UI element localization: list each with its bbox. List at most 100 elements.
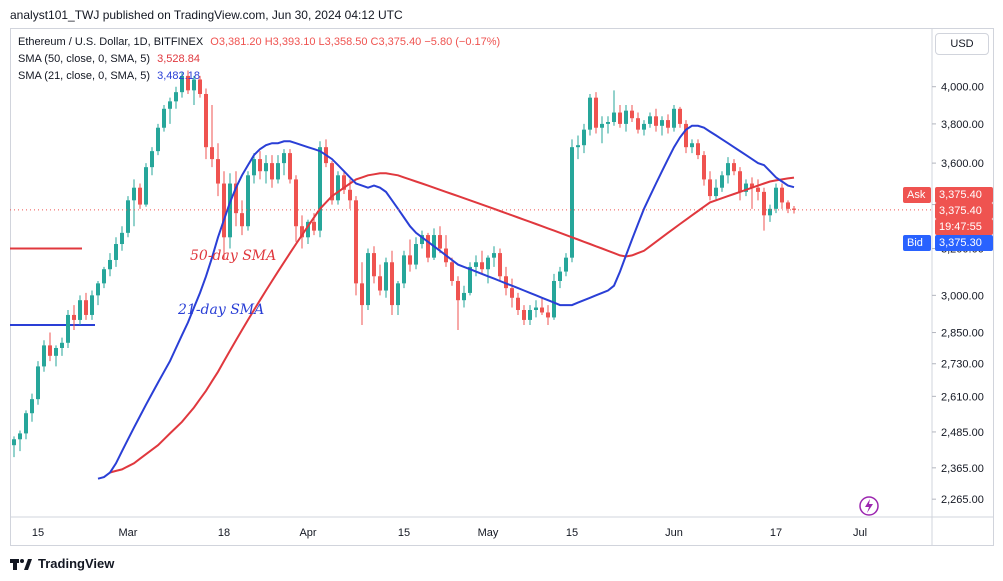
candle-body	[258, 159, 262, 171]
candle-body	[240, 213, 244, 226]
candle-body	[684, 124, 688, 147]
candle-body	[12, 439, 16, 445]
candle-body	[426, 235, 430, 258]
candle-body	[576, 145, 580, 147]
candle-body	[84, 300, 88, 315]
lightning-bolt-icon	[865, 499, 873, 513]
legend-sma50-value: 3,528.84	[157, 53, 200, 65]
candle-body	[150, 151, 154, 167]
candle-body	[522, 310, 526, 320]
ask-price: 3,375.40	[935, 187, 993, 203]
candle-body	[516, 298, 520, 310]
candle-body	[396, 283, 400, 305]
candle-body	[786, 202, 790, 208]
candle-body	[480, 262, 484, 269]
x-tick-label: 17	[770, 527, 782, 539]
x-tick-label: 18	[218, 527, 230, 539]
candle-body	[624, 111, 628, 124]
candle-body	[720, 175, 724, 187]
candle-body	[456, 281, 460, 300]
x-tick-label: 15	[398, 527, 410, 539]
candle-body	[312, 222, 316, 231]
candle-body	[726, 163, 730, 175]
candle-body	[66, 315, 70, 343]
candle-body	[438, 235, 442, 248]
currency-button[interactable]: USD	[935, 33, 989, 55]
candle-body	[564, 258, 568, 272]
candle-body	[138, 188, 142, 205]
candle-body	[288, 153, 292, 179]
candle-body	[54, 348, 58, 356]
candle-body	[36, 366, 40, 399]
candle-body	[174, 92, 178, 101]
candle-body	[690, 143, 694, 147]
candle-body	[144, 167, 148, 204]
candle-body	[390, 262, 394, 305]
candle-body	[96, 283, 100, 295]
candle-body	[486, 258, 490, 270]
candle-body	[552, 281, 556, 317]
candle-body	[18, 433, 22, 439]
legend-symbol-row: Ethereum / U.S. Dollar, 1D, BITFINEX O3,…	[18, 36, 500, 48]
candle-body	[270, 163, 274, 179]
candle-body	[780, 188, 784, 203]
x-tick-label: Jun	[665, 527, 683, 539]
sma50-annotation: 50-day SMA	[190, 248, 276, 264]
candle-body	[378, 276, 382, 290]
candle-body	[666, 120, 670, 128]
candle-body	[132, 188, 136, 201]
candle-body	[732, 163, 736, 171]
y-tick-label: 2,730.00	[941, 359, 984, 371]
candle-body	[678, 109, 682, 124]
legend-ohlc: O3,381.20 H3,393.10 L3,358.50 C3,375.40 …	[210, 36, 500, 48]
candle-body	[348, 190, 352, 201]
candle-body	[462, 293, 466, 300]
legend-sma21-label: SMA (21, close, 0, SMA, 5)	[18, 70, 150, 82]
y-tick-label: 2,265.00	[941, 494, 984, 506]
x-tick-label: 15	[32, 527, 44, 539]
candle-body	[102, 269, 106, 283]
candle-body	[336, 175, 340, 200]
x-tick-label: May	[478, 527, 499, 539]
candle-body	[60, 343, 64, 348]
candle-body	[492, 253, 496, 258]
candle-body	[294, 179, 298, 226]
sma21-annotation: 21-day SMA	[178, 302, 264, 318]
candle-body	[72, 315, 76, 320]
legend-sma21-value: 3,482.18	[157, 70, 200, 82]
candle-body	[156, 128, 160, 151]
x-tick-label: Jul	[853, 527, 867, 539]
candle-body	[408, 255, 412, 264]
candle-body	[384, 262, 388, 290]
candle-body	[630, 111, 634, 119]
candle-body	[318, 147, 322, 230]
candle-body	[42, 345, 46, 366]
candle-body	[252, 159, 256, 175]
last-price: 3,375.40	[935, 203, 993, 219]
ask-tag: Ask	[903, 187, 931, 203]
candle-body	[354, 200, 358, 283]
bid-tag: Bid	[903, 235, 931, 251]
candle-body	[588, 98, 592, 130]
candle-body	[540, 308, 544, 313]
candle-body	[762, 192, 766, 215]
candle-body	[528, 310, 532, 320]
y-tick-label: 2,485.00	[941, 427, 984, 439]
candle-body	[738, 171, 742, 192]
candle-body	[78, 300, 82, 320]
bar-countdown: 19:47:55	[935, 219, 993, 235]
legend-sma21-row: SMA (21, close, 0, SMA, 5) 3,482.18	[18, 70, 200, 82]
candle-body	[510, 288, 514, 298]
y-tick-label: 2,365.00	[941, 463, 984, 475]
legend-symbol: Ethereum / U.S. Dollar, 1D, BITFINEX	[18, 36, 203, 48]
candle-body	[618, 113, 622, 124]
footer-brand[interactable]: TradingView	[10, 556, 114, 571]
candle-body	[366, 253, 370, 305]
y-tick-label: 4,000.00	[941, 82, 984, 94]
bid-price: 3,375.30	[935, 235, 993, 251]
candle-body	[216, 159, 220, 183]
candle-body	[696, 143, 700, 155]
candle-body	[246, 175, 250, 226]
candle-body	[414, 244, 418, 265]
